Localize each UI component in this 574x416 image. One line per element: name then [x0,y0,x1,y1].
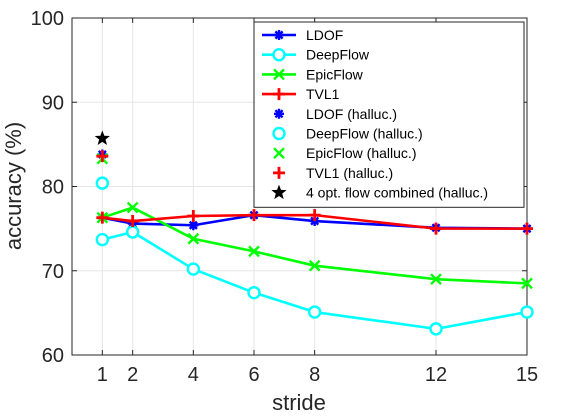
legend-marker [273,68,285,81]
series-tvl1 [96,209,533,235]
legend-label: LDOF [306,27,343,43]
data-point-epicflow [430,273,442,286]
y-tick-label: 60 [42,345,64,367]
data-point-epicflow [187,232,200,245]
legend-marker [273,166,285,179]
legend-entry-epicflow: EpicFlow [262,66,364,82]
data-point-tvl1 [96,211,109,224]
legend-marker [274,30,284,40]
legend: LDOF DeepFlow EpicFlow TVL1 LDOF (halluc.) De… [253,21,525,208]
legend-entry-tvl1-halluc: TVL1 (halluc.) [273,165,393,181]
legend-label: LDOF (halluc.) [306,106,397,122]
legend-label: TVL1 (halluc.) [306,165,393,181]
legend-marker [273,88,285,101]
hallucinated-points [94,130,110,190]
data-point-tvl1 [248,209,260,222]
data-point-tvl1 [308,209,321,222]
legend-label: DeepFlow [306,47,370,63]
legend-entry-ldof: LDOF [262,27,343,43]
legend-marker [274,108,284,119]
x-axis-label: stride [272,390,326,415]
data-point-tvl1 [126,215,139,228]
x-tick-label: 6 [248,364,259,386]
data-point-deepflow [125,225,140,239]
y-tick-label: 70 [42,261,64,283]
halluc-point-deepflow-halluc [95,176,110,190]
x-tick-label: 15 [516,364,538,386]
legend-label: TVL1 [306,86,340,102]
legend-label: EpicFlow [306,66,364,82]
legend-label: EpicFlow (halluc.) [306,145,416,161]
data-point-epicflow [248,245,260,258]
y-tick-label: 90 [42,92,64,114]
data-point-epicflow [308,259,321,272]
data-point-deepflow [247,285,261,300]
data-point-tvl1 [187,209,200,222]
legend-marker [271,184,287,200]
x-tick-label: 4 [188,364,199,386]
y-axis-label: accuracy (%) [1,122,26,250]
y-tick-label: 80 [42,177,64,199]
legend-marker [273,147,285,160]
legend-entry-ldof-halluc: LDOF (halluc.) [274,106,397,122]
ticks: 1 2 4 6 8 12 15 60 70 80 90 100 [31,8,539,386]
legend-entry-4-opt-flow-combined-halluc: 4 opt. flow combined (halluc.) [271,184,488,201]
legend-entry-epicflow-halluc: EpicFlow (halluc.) [273,145,416,161]
series-deepflow [95,225,534,336]
data-point-deepflow [95,232,110,247]
data-point-tvl1 [521,222,533,235]
x-tick-label: 12 [425,364,447,386]
data-point-deepflow [307,305,322,319]
data-point-epicflow [126,201,139,214]
y-tick-label: 100 [31,8,64,30]
legend-entry-tvl1: TVL1 [262,86,340,102]
data-point-ldof [188,220,199,231]
halluc-point-tvl1-halluc [96,150,109,163]
legend-label: 4 opt. flow combined (halluc.) [306,185,488,201]
x-tick-label: 1 [97,364,108,386]
legend-entry-deepflow-halluc: DeepFlow (halluc.) [272,126,423,142]
data-point-deepflow [429,322,443,336]
data-point-deepflow [186,262,201,276]
data-point-tvl1 [430,222,442,235]
legend-marker [272,126,286,141]
legend-label: DeepFlow (halluc.) [306,126,423,142]
legend-entry-deepflow: DeepFlow [262,47,370,63]
data-point-epicflow [521,277,533,290]
data-point-deepflow [520,305,534,319]
x-tick-label: 2 [127,364,138,386]
x-tick-label: 8 [309,364,320,386]
legend-marker [272,48,286,62]
halluc-point-4-opt-flow-combined-halluc [94,130,110,145]
series-layer [95,201,534,336]
legend-box [253,21,525,208]
